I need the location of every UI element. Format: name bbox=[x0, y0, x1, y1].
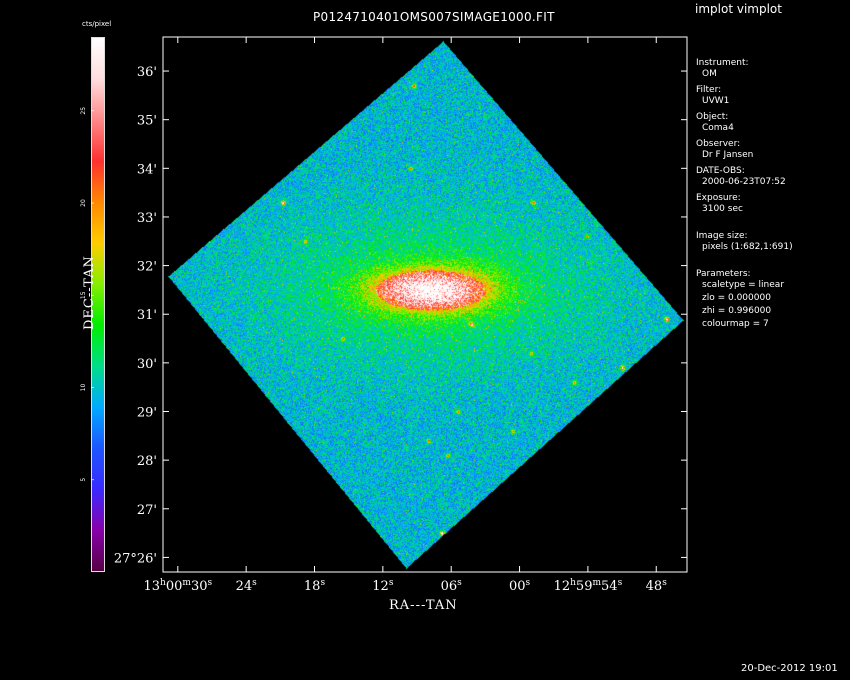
date-obs-label: DATE-OBS: bbox=[696, 166, 745, 176]
y-tick-label: 36' bbox=[137, 65, 157, 80]
colorbar-tick-label: 20 bbox=[80, 199, 87, 207]
x-axis-label: RA---TAN bbox=[389, 598, 458, 613]
x-tick-label: 00s bbox=[509, 578, 531, 594]
object-value: Coma4 bbox=[702, 123, 734, 133]
y-tick-label: 27' bbox=[137, 503, 157, 518]
y-tick-label: 29' bbox=[137, 406, 157, 421]
image-size-label: Image size: bbox=[696, 231, 748, 241]
y-tick-label: 28' bbox=[137, 454, 157, 469]
y-tick-label: 32' bbox=[137, 260, 157, 275]
x-tick-label: 24s bbox=[236, 578, 258, 594]
colorbar-tick-label: 5 bbox=[80, 478, 87, 482]
app-title: implot vimplot bbox=[695, 2, 782, 16]
x-tick-label: 12s bbox=[372, 578, 394, 594]
scaletype-value: scaletype = linear bbox=[702, 280, 785, 290]
image-size-value: pixels (1:682,1:691) bbox=[702, 242, 793, 252]
instrument-label: Instrument: bbox=[696, 58, 749, 68]
colorbar-ticks: 5 10 15 20 25 bbox=[80, 107, 94, 482]
y-tick-label: 35' bbox=[137, 114, 157, 129]
observer-label: Observer: bbox=[696, 139, 741, 149]
date-obs-value: 2000-06-23T07:52 bbox=[702, 177, 786, 187]
filter-label: Filter: bbox=[696, 85, 722, 95]
y-tick-label: 34' bbox=[137, 162, 157, 177]
colorbar-unit: cts/pixel bbox=[82, 20, 112, 28]
y-tick-label: 30' bbox=[137, 357, 157, 372]
colorbar-tick-label: 25 bbox=[80, 107, 87, 115]
colorbar bbox=[91, 37, 105, 572]
filter-value: UVW1 bbox=[702, 96, 730, 106]
x-tick-label: 48s bbox=[646, 578, 668, 594]
sky-image bbox=[163, 37, 687, 572]
parameters-label: Parameters: bbox=[696, 269, 751, 279]
object-label: Object: bbox=[696, 112, 729, 122]
instrument-value: OM bbox=[702, 69, 717, 79]
y-tick-label: 31' bbox=[137, 308, 157, 323]
zhi-value: zhi = 0.996000 bbox=[702, 306, 772, 316]
x-tick-label: 06s bbox=[441, 578, 463, 594]
y-axis-label: DEC--TAN bbox=[82, 255, 97, 330]
zlo-value: zlo = 0.000000 bbox=[702, 293, 771, 303]
info-panel: Instrument: OM Filter: UVW1 Object: Coma… bbox=[696, 58, 793, 332]
plot-title: P0124710401OMS007SIMAGE1000.FIT bbox=[313, 10, 555, 24]
footer-timestamp: 20-Dec-2012 19:01 bbox=[741, 663, 838, 674]
y-tick-label: 27°26' bbox=[114, 551, 157, 566]
x-tick-label: 12h59m54s bbox=[554, 578, 623, 594]
exposure-value: 3100 sec bbox=[702, 204, 743, 214]
x-tick-label: 18s bbox=[304, 578, 326, 594]
exposure-label: Exposure: bbox=[696, 193, 741, 203]
x-tick-label: 13h00m30s bbox=[144, 578, 213, 594]
colorbar-tick-label: 15 bbox=[80, 291, 87, 299]
colorbar-tick-label: 10 bbox=[80, 384, 87, 392]
observer-value: Dr F Jansen bbox=[702, 150, 754, 160]
y-tick-label: 33' bbox=[137, 211, 157, 226]
colourmap-value: colourmap = 7 bbox=[702, 319, 769, 329]
